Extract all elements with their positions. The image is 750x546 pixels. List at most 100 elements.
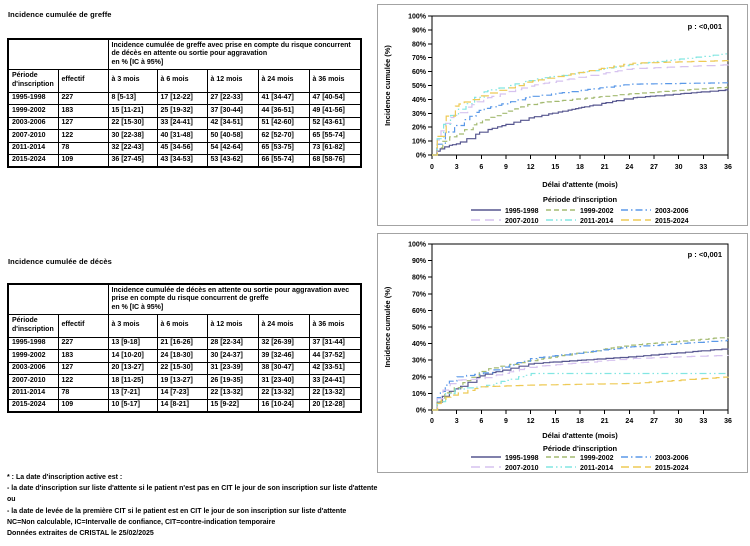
table-row: 2007-2010 122 30 [22-38] 40 [31-48] 50 [40-5… [7,129,362,143]
table-cell: 31 [23-39] [206,361,259,375]
table-cell: 44 [36-51] [257,104,310,118]
x-tick-label: 24 [625,418,633,425]
series-line-2011-2014 [432,372,728,411]
column-header: à 6 mois [156,313,208,338]
table-cell: 43 [34-53] [156,154,208,168]
table-cell: 45 [34-56] [156,141,208,155]
table-cell: 2015-2024 [7,399,59,413]
deces-cumulative-incidence-chart: 0% 10% 20% 30% 40% 50% 60% 70% 80% 90% 100% 0 3 6 9 12 1… [377,233,748,473]
legend-label-1999-2002: 1999-2002 [580,208,614,215]
table-cell: 37 [31-44] [308,336,362,350]
table-cell: 66 [55-74] [257,154,310,168]
column-header: à 36 mois [308,68,362,93]
table-cell: 40 [31-48] [156,129,208,143]
y-tick-label: 20% [412,125,427,132]
footnote-line: - la date d'inscription sur liste d'atte… [7,485,378,493]
table-cell: 2011-2014 [7,141,59,155]
table-cell: 2015-2024 [7,154,59,168]
y-tick-label: 0% [416,153,427,160]
table-row: 1995-1998 227 13 [9-18] 21 [16-26] 28 [22-34… [7,336,362,350]
legend-label-1999-2002: 1999-2002 [580,455,614,462]
footnote-line: Données extraites de CRISTAL le 25/02/20… [7,530,154,538]
table-cell: 42 [33-51] [308,361,362,375]
table-cell: 2003-2006 [7,116,59,130]
table-cell: 227 [57,336,109,350]
footnotes-block: * : La date d'inscription active est : - … [7,472,747,539]
table-cell: 8 [5-13] [107,91,158,105]
y-axis-title: Incidence cumulée (%) [383,286,392,367]
table-cell: 109 [57,154,109,168]
legend-label-2011-2014: 2011-2014 [580,218,613,225]
y-tick-label: 20% [412,374,427,381]
legend-label-1995-1998: 1995-1998 [505,455,539,462]
table-cell: 1999-2002 [7,104,59,118]
table-cell: 2007-2010 [7,374,59,388]
x-tick-label: 0 [430,164,434,171]
footnote-line: - la date de levée de la première CIT si… [7,507,347,515]
x-tick-label: 6 [479,164,483,171]
x-tick-label: 15 [551,418,559,425]
table-cell: 47 [40-54] [308,91,362,105]
y-tick-label: 10% [412,391,427,398]
table-cell: 44 [37-52] [308,349,362,363]
footnote-line: ou [7,496,16,504]
column-header: à 3 mois [107,68,158,93]
table-cell: 27 [22-33] [206,91,259,105]
x-tick-label: 6 [479,418,483,425]
x-tick-label: 9 [504,164,508,171]
column-header: effectif [57,68,109,93]
table-cell: 52 [43-61] [308,116,362,130]
table-cell: 14 [8-21] [156,399,208,413]
table-cell: 14 [7-23] [156,386,208,400]
legend-label-2015-2024: 2015-2024 [655,218,689,225]
table-cell: 227 [57,91,109,105]
table-row: 2003-2006 127 22 [15-30] 33 [24-41] 42 [34-5… [7,116,362,130]
y-axis-title: Incidence cumulée (%) [383,45,392,126]
y-tick-label: 90% [412,27,427,34]
legend-label-1995-1998: 1995-1998 [505,208,539,215]
y-tick-label: 30% [412,111,427,118]
table-cell: 49 [41-56] [308,104,362,118]
table-cell: 37 [30-44] [206,104,259,118]
series-line-1999-2002 [432,86,728,156]
x-tick-label: 36 [724,418,732,425]
table-row: 1999-2002 183 15 [11-21] 25 [19-32] 37 [30-4… [7,104,362,118]
section-title-deces: Incidence cumulée de décès [8,257,112,266]
table-cell: 2007-2010 [7,129,59,143]
series-line-2003-2006 [432,82,728,156]
table-cell: 38 [30-47] [257,361,310,375]
table-corner-blank [7,38,109,70]
table-group-header: Incidence cumulée de décès en attente ou… [107,283,362,315]
x-tick-label: 27 [650,164,658,171]
table-cell: 15 [9-22] [206,399,259,413]
table-row: 2011-2014 78 13 [7-21] 14 [7-23] 22 [13-32] 2… [7,386,362,400]
table-cell: 25 [19-32] [156,104,208,118]
table-cell: 24 [18-30] [156,349,208,363]
table-corner-blank [7,283,109,315]
legend-label-2003-2006: 2003-2006 [655,208,689,215]
x-tick-label: 30 [675,164,683,171]
table-cell: 28 [22-34] [206,336,259,350]
table-cell: 30 [24-37] [206,349,259,363]
footnote-line: NC=Non calculable, IC=Intervalle de conf… [7,518,276,526]
y-tick-label: 100% [408,14,427,21]
table-cell: 41 [34-47] [257,91,310,105]
x-tick-label: 21 [601,418,609,425]
y-tick-label: 60% [412,69,427,76]
p-value-label: p : <0,001 [688,22,722,31]
x-tick-label: 12 [527,418,535,425]
legend-label-2003-2006: 2003-2006 [655,455,689,462]
table-cell: 33 [24-41] [308,374,362,388]
y-tick-label: 40% [412,341,427,348]
x-tick-label: 24 [625,164,633,171]
x-tick-label: 21 [601,164,609,171]
x-tick-label: 12 [527,164,535,171]
series-line-2011-2014 [432,53,729,156]
table-cell: 2003-2006 [7,361,59,375]
table-cell: 22 [15-30] [107,116,158,130]
series-line-2015-2024 [432,60,729,156]
x-tick-label: 3 [455,418,459,425]
table-cell: 39 [32-46] [257,349,310,363]
table-cell: 53 [43-62] [206,154,259,168]
